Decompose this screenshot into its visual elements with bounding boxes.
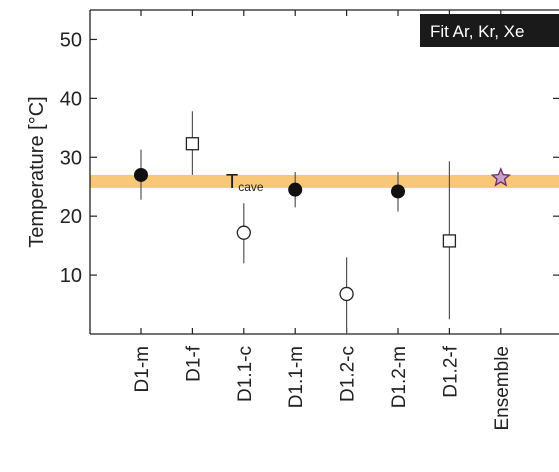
data-point-D1.1-c: [236, 225, 251, 240]
axes: [89, 9, 559, 335]
fit-badge-text: Fit Ar, Kr, Xe: [430, 22, 524, 41]
y-tick-label-20: 20: [60, 206, 82, 228]
data-point-D1.1-m: [288, 182, 303, 197]
t-cave-band: [90, 174, 559, 188]
data-point-D1-m: [134, 167, 148, 182]
t-cave-annotation: Tcave: [226, 171, 264, 194]
category-label-D1.1-m: D1.1-m: [286, 346, 307, 408]
y-tick-label-30: 30: [60, 147, 82, 169]
data-point-D1.2-m: [391, 184, 405, 199]
category-label-D1.2-f: D1.2-f: [440, 345, 461, 397]
data-point-D1.2-f: [442, 234, 457, 248]
temperature-band-layer: [90, 174, 559, 188]
category-label-D1.2-c: D1.2-c: [338, 346, 359, 402]
category-labels: D1-m D1-f D1.1-c D1.1-m D1.2-c D1.2-m D1.2-f En…: [132, 345, 513, 430]
fit-badge-background: [420, 14, 559, 47]
data-point-D1-f: [185, 137, 200, 151]
y-axis-label: Temperature [°C]: [26, 96, 48, 247]
t-cave-subscript: cave: [238, 180, 264, 194]
y-tick-label-40: 40: [60, 88, 82, 110]
category-label-D1-m: D1-m: [132, 346, 153, 392]
y-tick-label-50: 50: [60, 29, 82, 51]
ticks: 10 20 30 40 50: [60, 10, 559, 334]
category-label-Ensemble: Ensemble: [492, 346, 513, 431]
markers: [134, 137, 511, 302]
category-label-D1.2-m: D1.2-m: [389, 346, 410, 408]
data-point-Ensemble: [490, 167, 511, 187]
data-point-D1.2-c: [339, 286, 354, 302]
y-tick-label-10: 10: [60, 265, 82, 287]
category-label-D1.1-c: D1.1-c: [235, 346, 256, 402]
category-label-D1-f: D1-f: [183, 345, 204, 382]
t-cave-main: T: [226, 171, 238, 193]
fit-badge: Fit Ar, Kr, Xe: [420, 14, 559, 47]
